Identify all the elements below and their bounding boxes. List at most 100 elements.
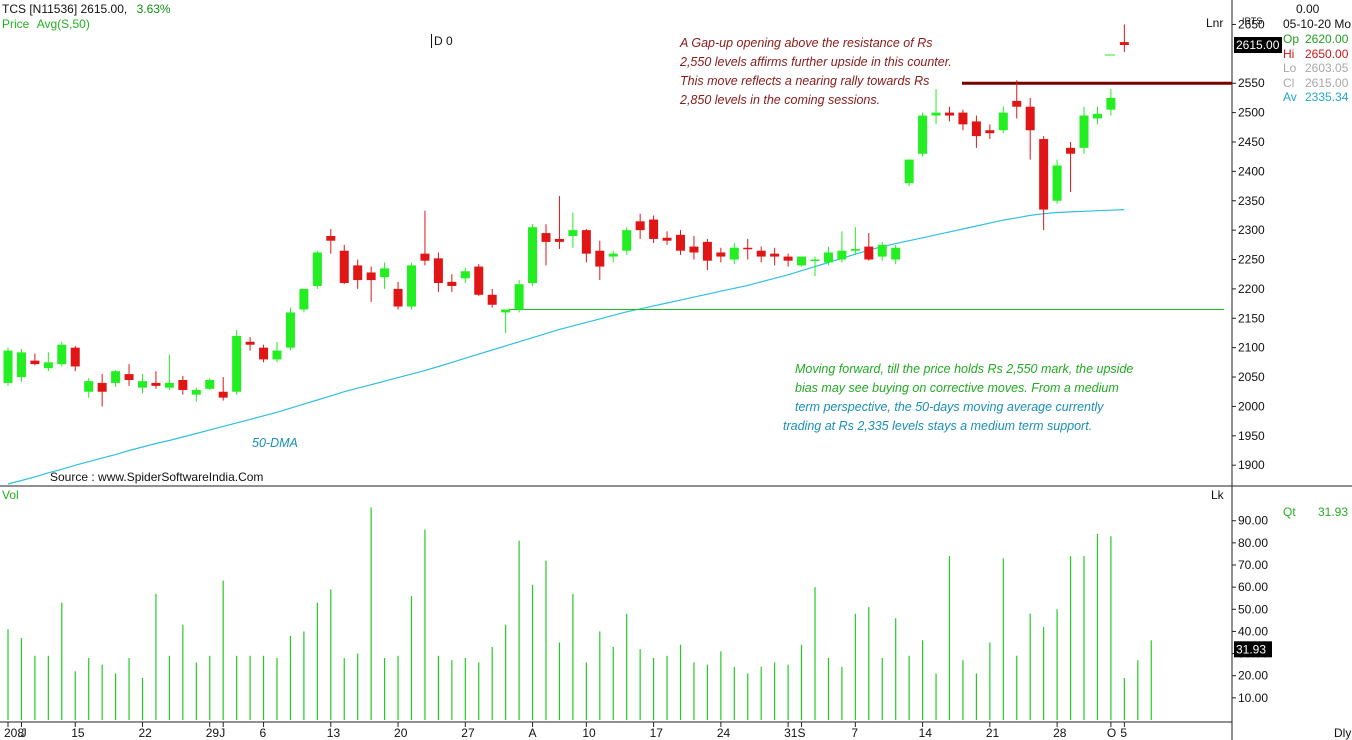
candle-body [312, 252, 322, 286]
volume-layer [7, 507, 1152, 720]
candle-body [1025, 106, 1035, 131]
volume-tick-label: 70.00 [1238, 558, 1268, 572]
x-tick-label: 27 [461, 726, 475, 740]
candle-body [1092, 113, 1102, 119]
candle-body [245, 341, 255, 345]
candle-body [164, 382, 174, 388]
candle-body [366, 272, 376, 281]
candle-body [232, 335, 242, 392]
candle-body [191, 389, 201, 395]
candle-body [716, 252, 726, 257]
price-tick-label: 2100 [1238, 341, 1265, 355]
annotation-line: term perspective, the 50-days moving ave… [795, 400, 1104, 414]
x-tick-label: 7 [851, 726, 858, 740]
candle-body [568, 230, 578, 237]
candle-body [285, 312, 295, 348]
candle-body [272, 350, 282, 360]
candle-body [770, 253, 780, 257]
x-tick-label: 28 [1053, 726, 1067, 740]
candle-body [622, 230, 632, 251]
ma50-line [7, 209, 1125, 485]
volume-tick-label: 50.00 [1238, 602, 1268, 616]
candle-body [501, 309, 511, 313]
candle-body [299, 288, 309, 310]
x-tick-label: 24 [717, 726, 731, 740]
annotation-line: bias may see buying on corrective moves.… [795, 381, 1119, 395]
x-tick-label: 5 [1120, 726, 1127, 740]
volume-legend: Vol [2, 488, 19, 502]
lk-label: Lk [1211, 488, 1224, 502]
candle-body [138, 381, 147, 388]
qt-value: 31.93 [1318, 505, 1349, 519]
x-tick-label: A [529, 726, 537, 740]
candle-body [702, 241, 712, 261]
x-tick-label: 17 [650, 726, 664, 740]
price-tick-label: 1950 [1238, 429, 1265, 443]
last-price-tag-bg [1234, 37, 1282, 54]
annotation-line: A Gap-up opening above the resistance of… [680, 36, 933, 50]
change-percent: 3.63% [136, 2, 171, 16]
candle-body [3, 350, 13, 383]
x-tick-label: 13 [327, 726, 341, 740]
x-tick-label: 14 [919, 726, 933, 740]
candle-body [554, 238, 564, 242]
volume-tick-label: 90.00 [1238, 514, 1268, 528]
annotation-gap-up: A Gap-up opening above the resistance of… [680, 34, 952, 110]
annotation-outlook: Moving forward, till the price holds Rs … [783, 360, 1134, 436]
candle-body [420, 253, 430, 261]
volume-tick-label: 40.00 [1238, 624, 1268, 638]
candle-body [1066, 147, 1076, 154]
candle-body [407, 265, 416, 307]
candle-body [810, 259, 820, 262]
indicator-legend: Price Avg(S,50) [2, 17, 90, 31]
candle-body [218, 391, 228, 398]
candle-body [689, 246, 699, 253]
candle-body [460, 271, 470, 279]
candle-body [595, 250, 605, 267]
candle-body [393, 288, 403, 307]
price-tick-label: 2450 [1238, 135, 1265, 149]
annotation-line: 2,850 levels in the coming sessions. [680, 93, 881, 107]
candle-body [528, 227, 538, 284]
candle-body [581, 230, 591, 254]
candle-body [353, 265, 363, 281]
candle-body [1012, 100, 1022, 107]
volume-tick-label: 10.00 [1238, 691, 1268, 705]
candle-body [326, 236, 336, 241]
candle-body [662, 237, 672, 241]
candle-body [474, 266, 484, 295]
price-tick-label: 2350 [1238, 194, 1265, 208]
candle-body [124, 374, 134, 380]
moving-average-layer [7, 209, 1125, 485]
price-tick-label: 2200 [1238, 282, 1265, 296]
candle-body [729, 247, 739, 260]
panel-row-label: Av [1283, 90, 1297, 105]
candle-body [178, 379, 188, 390]
annotation-line: Moving forward, till the price holds Rs … [795, 362, 1134, 376]
price-tick-label: 2500 [1238, 106, 1265, 120]
dly-label: Dly [1334, 726, 1352, 740]
qt-label: Qt [1283, 505, 1296, 519]
candle-body [380, 268, 390, 278]
candle-body [205, 379, 215, 389]
panel-row-value: 2615.00 [1305, 75, 1349, 90]
candle-body [877, 244, 887, 257]
panel-row-value: 2620.00 [1305, 32, 1349, 46]
cursor-marker: D 0 [431, 34, 453, 48]
cursor-label: D 0 [434, 34, 453, 48]
candles-layer [3, 24, 1129, 407]
price-tick-label: 1900 [1238, 458, 1265, 472]
dma-label: 50-DMA [252, 436, 298, 450]
candle-body [918, 115, 928, 154]
panel-row-label: Cl [1283, 75, 1295, 90]
x-tick-label: 6 [260, 726, 267, 740]
candle-body [97, 382, 107, 392]
candle-body [1106, 97, 1116, 110]
panel-row-value: 2335.34 [1305, 90, 1349, 105]
candle-body [433, 258, 443, 284]
candle-body [1079, 115, 1089, 148]
x-tick-label: 29 [206, 726, 220, 740]
last-price-tag: 2615.00 [1236, 38, 1280, 52]
candle-body [797, 256, 807, 266]
